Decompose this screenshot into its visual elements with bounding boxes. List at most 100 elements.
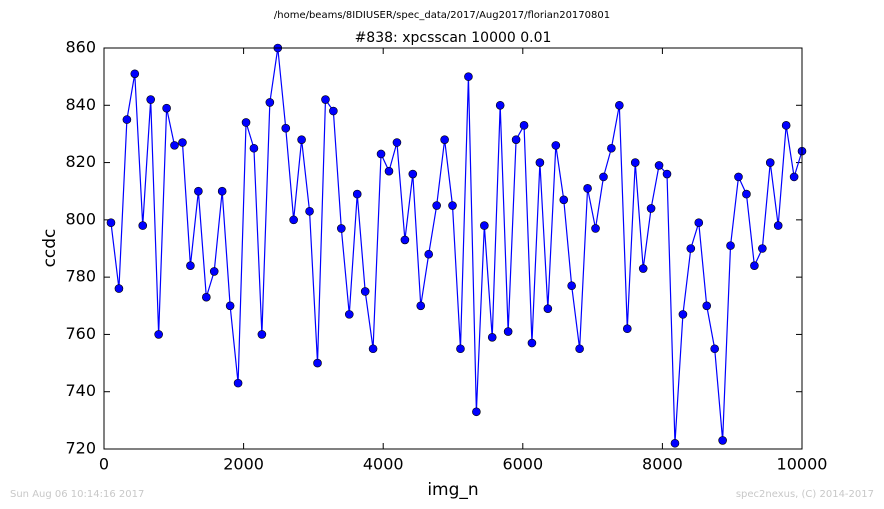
point [765, 158, 775, 167]
point [678, 310, 688, 319]
point [313, 358, 322, 368]
point [376, 149, 386, 159]
point [583, 184, 592, 193]
point [448, 201, 457, 210]
point [472, 407, 481, 417]
point [670, 438, 680, 448]
point [400, 235, 410, 245]
point [194, 186, 203, 196]
point [615, 100, 624, 110]
point [702, 301, 712, 311]
point [622, 324, 632, 334]
point [789, 172, 799, 182]
y-axis-label: ccdc [40, 229, 60, 268]
point [424, 249, 434, 259]
point [527, 338, 537, 348]
y-tick-label: 760 [65, 324, 96, 343]
series-line [110, 47, 803, 444]
point [519, 121, 529, 130]
point [352, 189, 362, 199]
x-tick-label: 10000 [777, 455, 828, 474]
point [654, 161, 664, 170]
footer-left: Sun Aug 06 10:14:16 2017 [10, 489, 144, 500]
point [503, 327, 513, 336]
point [241, 118, 251, 127]
point [344, 310, 354, 319]
point [122, 115, 132, 124]
point [106, 218, 116, 228]
point [535, 158, 545, 167]
point [249, 143, 259, 153]
y-tick-label: 840 [65, 95, 96, 114]
point [480, 221, 489, 230]
point [186, 261, 195, 270]
point [265, 98, 275, 107]
point [368, 344, 378, 354]
point [662, 169, 672, 179]
point [511, 135, 521, 144]
point [384, 166, 394, 176]
y-tick-label: 800 [65, 209, 96, 228]
point [734, 172, 743, 182]
point [495, 100, 505, 110]
y-tick-label: 780 [65, 267, 96, 286]
point [225, 301, 235, 311]
x-tick-label: 2000 [223, 455, 264, 474]
point [710, 344, 719, 354]
point [281, 123, 291, 133]
point [646, 204, 656, 213]
point [257, 330, 267, 339]
point [321, 95, 330, 104]
point [408, 169, 418, 179]
chart-subtitle: /home/beams/8IDIUSER/spec_data/2017/Aug2… [274, 10, 610, 21]
point [773, 221, 783, 230]
point [209, 267, 219, 276]
x-axis-label: img_n [427, 480, 478, 500]
point [178, 138, 187, 147]
point [130, 69, 140, 79]
point [217, 186, 227, 196]
point [146, 95, 155, 104]
point [607, 143, 616, 153]
point [305, 206, 314, 216]
point [742, 189, 751, 199]
point [289, 215, 298, 225]
point [154, 330, 163, 339]
point [781, 121, 791, 130]
plot-frame [103, 47, 803, 450]
point [138, 221, 148, 230]
point [162, 103, 171, 113]
x-tick-label: 8000 [642, 455, 683, 474]
point [392, 138, 402, 147]
point [337, 224, 346, 233]
y-tick-label: 820 [65, 152, 96, 171]
point [591, 224, 600, 233]
chart-title: #838: xpcsscan 10000 0.01 [355, 30, 552, 46]
point [638, 264, 648, 273]
point [630, 158, 640, 167]
point [202, 292, 211, 302]
point [750, 261, 759, 270]
point [575, 344, 584, 354]
point [233, 378, 243, 388]
x-tick-label: 0 [99, 455, 109, 474]
point [686, 244, 696, 253]
point [567, 281, 576, 291]
point [329, 106, 338, 116]
point [416, 301, 426, 311]
point [718, 436, 727, 445]
point [456, 344, 465, 354]
point [726, 241, 735, 250]
y-tick-label: 740 [65, 381, 96, 400]
point [487, 332, 497, 342]
point [543, 304, 553, 313]
point [758, 244, 767, 253]
x-tick-label: 4000 [363, 455, 404, 474]
footer-right: spec2nexus, (C) 2014-2017 [736, 489, 874, 500]
point [599, 172, 608, 182]
point [464, 72, 473, 81]
point [440, 135, 449, 144]
point [559, 195, 569, 205]
point [360, 287, 370, 296]
